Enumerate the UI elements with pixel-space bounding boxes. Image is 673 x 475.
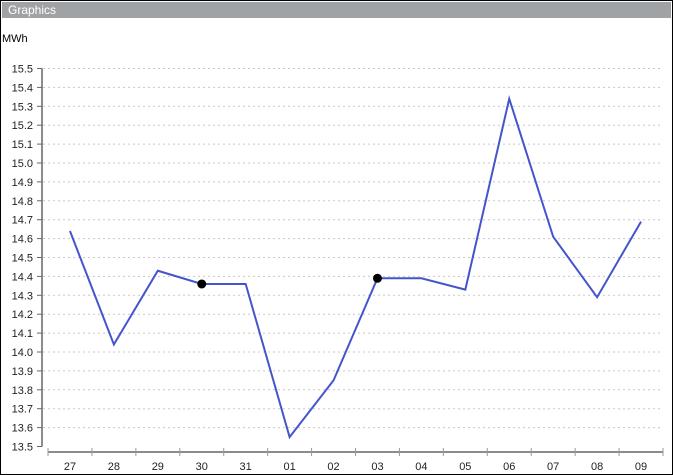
- y-tick-label: 14.1: [12, 328, 33, 340]
- x-tick-label: 05: [459, 461, 471, 473]
- x-tick-label: 27: [64, 461, 76, 473]
- y-tick-label: 14.9: [12, 177, 33, 189]
- x-tick-label: 04: [415, 461, 427, 473]
- x-tick-label: 03: [371, 461, 383, 473]
- x-tick-label: 06: [503, 461, 515, 473]
- x-tick-label: 01: [283, 461, 295, 473]
- y-tick-label: 15.3: [12, 101, 33, 113]
- y-tick-label: 14.2: [12, 309, 33, 321]
- x-tick-label: 09: [635, 461, 647, 473]
- x-tick-label: 29: [152, 461, 164, 473]
- y-tick-label: 13.6: [12, 423, 33, 435]
- x-tick-label: 08: [591, 461, 603, 473]
- data-marker: [372, 273, 382, 283]
- y-tick-label: 14.7: [12, 215, 33, 227]
- y-tick-label: 14.4: [12, 271, 33, 283]
- panel-title: Graphics: [2, 2, 671, 18]
- y-tick-label: 14.8: [12, 196, 33, 208]
- y-tick-label: 13.8: [12, 385, 33, 397]
- y-tick-label: 15.2: [12, 120, 33, 132]
- y-tick-label: 14.6: [12, 234, 33, 246]
- y-tick-label: 13.9: [12, 366, 33, 378]
- data-line: [69, 94, 642, 440]
- y-tick-label: 13.7: [12, 404, 33, 416]
- y-tick-label: 14.3: [12, 290, 33, 302]
- y-tick-label: 15.5: [12, 64, 33, 76]
- y-axis-unit: MWh: [2, 33, 28, 45]
- x-tick-label: 31: [240, 461, 252, 473]
- x-tick-label: 30: [196, 461, 208, 473]
- x-tick-label: 02: [327, 461, 339, 473]
- data-marker: [197, 279, 207, 289]
- y-tick-label: 15.0: [12, 158, 33, 170]
- y-tick-label: 15.4: [12, 82, 33, 94]
- x-tick-label: 07: [547, 461, 559, 473]
- x-tick-label: 28: [108, 461, 120, 473]
- y-tick-label: 15.1: [12, 139, 33, 151]
- y-tick-label: 14.0: [12, 347, 33, 359]
- y-tick-label: 14.5: [12, 253, 33, 265]
- y-tick-label: 13.5: [12, 442, 33, 454]
